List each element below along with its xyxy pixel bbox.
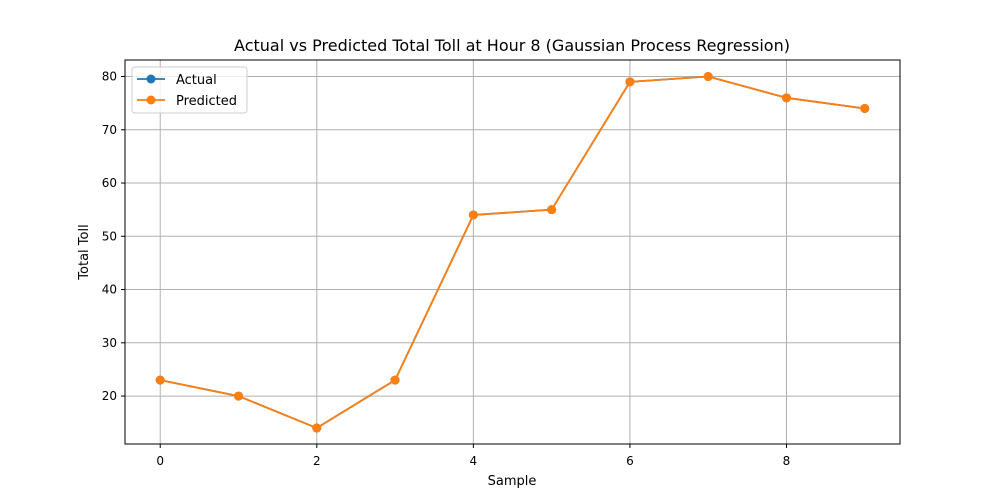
predicted-legend-label: Predicted: [176, 94, 237, 109]
predicted-data-point: [234, 391, 244, 401]
y-tick-label: 50: [102, 229, 117, 243]
y-tick-label: 70: [102, 123, 117, 137]
predicted-data-point: [781, 93, 791, 103]
y-tick-label: 20: [102, 389, 117, 403]
predicted-data-point: [547, 205, 557, 215]
axis-ticks: 0 2 4 6 8 20 30 40 50 60 70 80: [102, 70, 791, 468]
x-tick-label: 2: [313, 454, 321, 468]
predicted-data-point: [312, 423, 322, 433]
predicted-series-line: [160, 75, 865, 430]
y-tick-label: 30: [102, 336, 117, 350]
x-axis-label: Sample: [488, 474, 537, 489]
grid-lines: [125, 60, 900, 444]
predicted-legend-marker: [146, 95, 156, 105]
x-tick-label: 4: [470, 454, 478, 468]
x-tick-label: 6: [626, 454, 634, 468]
series-layer: [155, 72, 870, 433]
y-axis-label: Total Toll: [77, 224, 92, 280]
actual-legend-label: Actual: [176, 73, 217, 88]
legend: Actual Predicted: [131, 66, 248, 114]
predicted-data-point: [390, 375, 400, 385]
predicted-data-point: [860, 103, 870, 113]
predicted-data-point: [468, 210, 478, 220]
predicted-data-point: [703, 72, 713, 82]
y-tick-label: 60: [102, 176, 117, 190]
actual-legend-marker: [146, 74, 156, 84]
y-tick-label: 40: [102, 283, 117, 297]
plot-frame: [124, 59, 901, 445]
y-tick-label: 80: [102, 70, 117, 84]
chart-title: Actual vs Predicted Total Toll at Hour 8…: [234, 36, 790, 55]
predicted-data-point: [625, 77, 635, 87]
x-tick-label: 0: [156, 454, 164, 468]
predicted-data-point: [155, 375, 165, 385]
x-tick-label: 8: [783, 454, 791, 468]
